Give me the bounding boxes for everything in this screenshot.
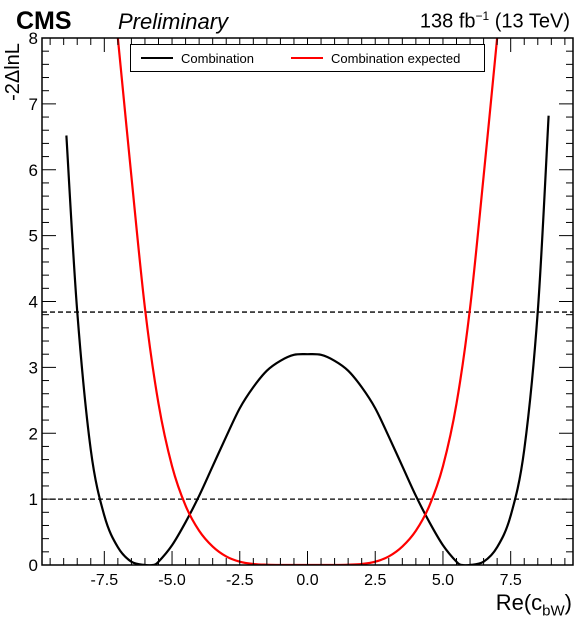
header: CMS Preliminary 138 fb−1 (13 TeV)	[0, 4, 580, 38]
x-tick-label: -5.0	[158, 572, 186, 589]
x-tick-label: 5.0	[432, 572, 454, 589]
legend-line-combination	[141, 57, 173, 59]
reference-lines-group	[42, 311, 573, 500]
y-tick-label: 5	[29, 227, 38, 246]
series-line-0	[65, 115, 550, 565]
x-axis-label-sub: bW	[542, 602, 565, 619]
legend-item-expected: Combination expected	[291, 45, 460, 71]
experiment-label: CMS	[16, 7, 72, 35]
x-tick-label: 2.5	[364, 572, 386, 589]
luminosity-label: 138 fb−1 (13 TeV)	[420, 9, 570, 34]
y-tick-label: 3	[29, 358, 38, 377]
y-axis-label: -2ΔlnL	[2, 43, 24, 101]
lumi-value: 138 fb	[419, 10, 476, 33]
y-tick-label: 2	[29, 424, 38, 443]
plot-frame	[41, 37, 574, 566]
legend-line-expected	[291, 57, 323, 59]
y-tick-label: 7	[29, 95, 38, 114]
y-tick-label: 6	[29, 161, 38, 180]
x-axis-label-end: )	[564, 589, 572, 615]
ticks-group: -7.5 -5.0 -2.5 0.0 2.5 5.0 7.5 0 1 2 3 4 5 6 7 8	[29, 29, 573, 589]
status-label: Preliminary	[118, 9, 229, 34]
y-tick-label: 8	[29, 29, 38, 48]
x-tick-label: 7.5	[500, 572, 522, 589]
legend-label-combination: Combination	[181, 50, 254, 66]
legend-item-combination: Combination	[141, 45, 254, 71]
lumi-exponent: −1	[475, 9, 490, 23]
x-tick-label: 0.0	[296, 572, 318, 589]
y-tick-label: 0	[29, 556, 38, 575]
energy-label: (13 TeV)	[494, 10, 570, 33]
legend-label-expected: Combination expected	[331, 50, 461, 66]
x-axis-label: Re(cbW)	[496, 590, 572, 619]
x-axis-label-main: Re(c	[495, 589, 543, 615]
y-tick-label: 1	[29, 490, 38, 509]
series-line-1	[116, 38, 499, 565]
curves-group	[65, 38, 550, 565]
x-tick-label: -7.5	[91, 572, 119, 589]
x-tick-label: -2.5	[226, 572, 254, 589]
legend: Combination Combination expected	[130, 44, 485, 72]
y-tick-label: 4	[29, 293, 38, 312]
